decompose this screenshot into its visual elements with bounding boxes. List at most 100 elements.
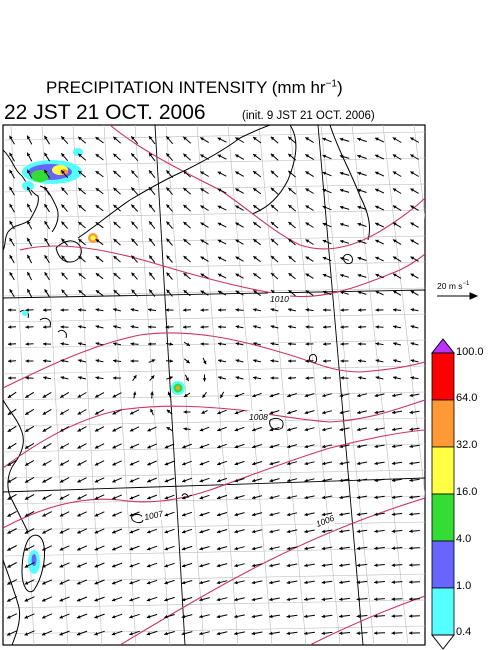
wind-vector-head xyxy=(393,256,397,260)
wind-vector-head xyxy=(24,632,29,636)
wind-vector-head xyxy=(44,169,48,174)
wind-vector-head xyxy=(409,444,413,449)
wind-vector-head xyxy=(113,136,117,141)
wind-vector-head xyxy=(95,222,100,226)
coast-islet-a xyxy=(309,353,317,363)
wind-vector-head xyxy=(199,631,203,636)
wind-vector-head xyxy=(199,614,203,619)
wind-vector-head xyxy=(112,530,116,534)
wind-vector-head xyxy=(304,410,309,415)
wind-vector-head xyxy=(235,137,239,141)
wind-vector-head xyxy=(269,461,274,466)
wind-vector-head xyxy=(25,325,29,329)
coast-honshu xyxy=(77,125,271,239)
wind-vector-head xyxy=(164,462,169,466)
wind-vector-head xyxy=(94,530,99,534)
precip-yellow-isl xyxy=(90,235,96,241)
wind-vector-head xyxy=(392,188,397,192)
wind-vector-head xyxy=(25,376,29,380)
wind-vector-head xyxy=(305,290,310,294)
wind-vector-head xyxy=(200,239,205,243)
wind-vector-head xyxy=(218,342,222,346)
wind-vector-head xyxy=(113,308,117,312)
wind-vector-head xyxy=(235,290,240,294)
wind-vector-head xyxy=(392,427,396,432)
wind-vector-head xyxy=(42,479,47,483)
wind-vector-head xyxy=(60,308,64,312)
wind-vector-head xyxy=(9,152,13,157)
wind-vector-head xyxy=(61,187,65,191)
wind-vector-head xyxy=(305,308,309,312)
wind-vector-head xyxy=(7,615,11,619)
wind-vector-head xyxy=(61,170,65,174)
wind-vector-head xyxy=(60,462,64,466)
wind-vector-head xyxy=(78,256,83,260)
wind-vector-head xyxy=(60,342,64,346)
wind-vector-head xyxy=(217,256,222,260)
wind-vector-head xyxy=(149,255,153,259)
wind-vector-head xyxy=(252,444,256,449)
wind-vector-head xyxy=(235,308,239,312)
wind-vector-head xyxy=(42,428,47,432)
wind-vector-head xyxy=(166,204,170,208)
wind-vector-head xyxy=(340,273,344,278)
wind-vector-head xyxy=(129,632,133,636)
wind-vector-head xyxy=(94,581,99,585)
wind-vector-head xyxy=(253,325,257,329)
wind-vector-head xyxy=(271,273,275,277)
wind-vector-head xyxy=(149,204,153,208)
graticule-parallel xyxy=(3,469,425,479)
wind-vector-head xyxy=(392,410,396,415)
wind-vector-head xyxy=(148,342,152,346)
wind-vector-head xyxy=(113,256,118,260)
wind-vector-head xyxy=(77,394,82,398)
wind-vector-head xyxy=(374,563,378,567)
wind-vector-head xyxy=(304,614,308,619)
wind-vector-head xyxy=(358,359,362,363)
wind-vector-head xyxy=(147,496,151,500)
wind-vector-head xyxy=(321,563,326,568)
wind-vector-head xyxy=(321,478,326,483)
wind-vector-head xyxy=(253,154,257,158)
wind-vector-head xyxy=(391,631,395,635)
wind-vector-head xyxy=(8,308,12,312)
wind-vector-head xyxy=(94,462,99,466)
wind-vector-head xyxy=(217,222,222,226)
precip-green-north xyxy=(31,170,49,182)
wind-vector-head xyxy=(169,359,173,363)
wind-vector-head xyxy=(410,239,415,243)
wind-vector-head xyxy=(356,461,361,466)
wind-vector-head xyxy=(59,632,63,636)
wind-vector-head xyxy=(287,427,291,432)
wind-vector-head xyxy=(234,631,238,636)
wind-vector-head xyxy=(112,394,117,398)
wind-vector-head xyxy=(375,205,379,209)
wind-vector-head xyxy=(409,614,413,618)
wind-vector-head xyxy=(8,342,12,346)
wind-vector-head xyxy=(374,529,378,533)
wind-vector-head xyxy=(113,342,117,346)
wind-vector-head xyxy=(185,377,189,382)
wind-vector-head xyxy=(409,478,413,482)
wind-vector-head xyxy=(391,512,396,516)
wind-vector-head xyxy=(357,188,361,193)
wind-vector-head xyxy=(217,273,222,277)
wind-vector-head xyxy=(357,444,361,449)
wind-vector-head xyxy=(95,359,100,363)
wind-vector-head xyxy=(286,546,291,551)
wind-vector-head xyxy=(129,564,134,568)
wind-vector-head xyxy=(322,205,327,210)
isobar-labels: 1010 1008 1007 1006 xyxy=(142,293,336,529)
wind-vector-head xyxy=(410,171,414,175)
wind-vector-head xyxy=(218,308,222,312)
colorbar-label-16: 16.0 xyxy=(456,486,478,498)
graticule-parallel xyxy=(3,625,425,635)
wind-vector-head xyxy=(253,222,257,226)
graticule-meridian xyxy=(134,125,171,645)
wind-vector-head xyxy=(357,205,362,210)
wind-vector-head xyxy=(94,547,99,551)
wind-vector-head xyxy=(25,428,29,432)
wind-vector-head xyxy=(217,171,222,175)
wind-vector-head xyxy=(183,204,187,209)
wind-vector-head xyxy=(42,394,47,398)
